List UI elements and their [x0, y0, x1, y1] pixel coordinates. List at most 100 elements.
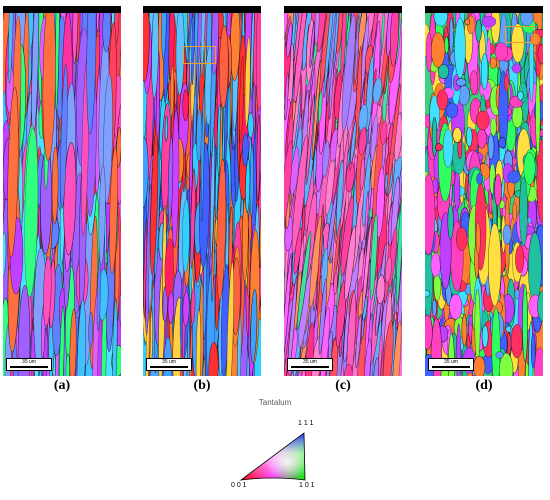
grain	[536, 139, 543, 223]
panel-label-d: (d)	[475, 378, 493, 393]
grain	[242, 132, 249, 167]
panel-label-b: (b)	[193, 378, 211, 393]
grain	[494, 42, 509, 62]
grain	[488, 223, 502, 307]
grain	[102, 6, 111, 53]
grain	[511, 63, 522, 74]
grain	[190, 287, 196, 324]
grain	[309, 21, 316, 69]
grain	[305, 93, 315, 186]
grain	[200, 6, 207, 78]
grain	[537, 43, 543, 65]
grain	[486, 37, 491, 64]
grain	[491, 307, 501, 376]
grain	[7, 86, 19, 258]
grain	[226, 261, 235, 376]
grain	[195, 308, 202, 376]
grain	[190, 168, 196, 269]
grain	[380, 120, 388, 145]
grain	[247, 112, 254, 139]
grain	[454, 17, 466, 79]
grain	[296, 231, 312, 330]
grain	[461, 314, 468, 347]
grain	[150, 131, 159, 276]
grain	[382, 320, 394, 376]
map-top-edge	[3, 6, 121, 13]
orientation-map-a	[3, 6, 121, 376]
grain	[346, 292, 357, 376]
grain	[528, 232, 542, 304]
grain	[355, 314, 362, 369]
material-label: Tantalum	[258, 398, 292, 407]
grain	[512, 202, 517, 222]
grain	[51, 146, 59, 225]
grain	[498, 137, 507, 149]
grain	[475, 19, 482, 42]
grain	[293, 227, 303, 275]
grain	[211, 6, 219, 76]
grain	[88, 311, 94, 349]
grain	[335, 281, 347, 348]
grain	[522, 284, 528, 362]
grain	[362, 153, 371, 227]
ipf-corner-111: 1 1 1	[298, 420, 314, 427]
grain	[58, 305, 65, 376]
grain	[390, 6, 400, 67]
grain	[519, 176, 528, 247]
grain	[354, 15, 360, 85]
map-top-edge	[143, 6, 261, 13]
grain	[318, 90, 323, 123]
grain	[436, 89, 448, 111]
grain	[54, 6, 60, 111]
scale-bar-text: 35 um	[22, 359, 36, 365]
grain	[504, 74, 509, 92]
grain	[447, 203, 454, 240]
grain	[425, 314, 433, 350]
grain	[373, 357, 380, 376]
grain	[361, 219, 372, 315]
grain	[395, 195, 402, 306]
scale-bar-a: 35 um	[6, 358, 52, 371]
scale-bar-line	[10, 366, 48, 368]
grain	[65, 353, 70, 376]
grain	[511, 23, 525, 63]
scale-bar-c: 35 um	[287, 358, 333, 371]
grain	[515, 245, 525, 274]
grain	[284, 72, 289, 121]
grain	[239, 56, 244, 143]
grain	[425, 289, 431, 298]
grain	[363, 338, 372, 376]
grain	[339, 336, 343, 358]
scale-bar-line	[432, 366, 470, 368]
grain	[163, 336, 173, 376]
grain	[344, 225, 357, 301]
grain	[369, 213, 378, 301]
grain	[452, 127, 462, 143]
grain	[375, 166, 385, 239]
grain	[312, 147, 317, 186]
grain	[470, 70, 479, 95]
scale-bar-line	[291, 366, 329, 368]
grain	[24, 127, 39, 298]
ebsd-map-b: 35 um	[143, 6, 261, 376]
grain	[143, 6, 150, 83]
grain	[311, 59, 322, 161]
grain	[434, 143, 443, 152]
ipf-color-key: 1 1 1 0 0 1 1 0 1	[225, 418, 325, 493]
grain	[167, 291, 174, 324]
grain	[208, 341, 219, 376]
grain	[333, 271, 338, 295]
ebsd-map-c: 35 um	[284, 6, 402, 376]
grain	[442, 128, 454, 168]
grain	[350, 121, 357, 164]
grain	[318, 278, 327, 355]
grain	[391, 320, 402, 376]
grain	[386, 83, 401, 197]
grain	[43, 256, 52, 327]
scale-bar-text: 35 um	[444, 359, 458, 365]
grain	[76, 299, 86, 376]
grain	[186, 59, 190, 90]
grain	[340, 6, 347, 82]
ipf-corner-001: 0 0 1	[231, 482, 247, 489]
grain	[481, 324, 489, 348]
